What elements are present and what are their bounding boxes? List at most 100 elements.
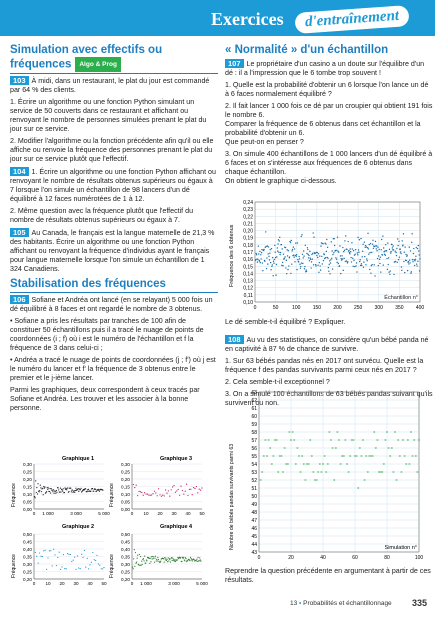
data-point: [278, 455, 281, 457]
x-tick-label: 0: [33, 511, 36, 516]
data-point: [151, 558, 153, 560]
data-point: [56, 491, 58, 493]
data-point: [133, 558, 135, 560]
data-point: [279, 251, 282, 254]
data-point: [183, 493, 185, 495]
y-tick-label: 0,16: [243, 257, 253, 263]
exercise-108-q3: 3. On a simulé 100 échantillons de 63 bé…: [225, 390, 433, 407]
data-point: [261, 262, 264, 264]
data-point: [64, 487, 66, 489]
data-point: [201, 487, 203, 489]
data-point: [352, 249, 355, 252]
data-point: [43, 487, 45, 489]
data-point: [62, 554, 64, 556]
y-tick-label: 0,18: [243, 243, 253, 249]
data-point: [291, 250, 293, 252]
data-point: [43, 550, 45, 552]
data-point: [337, 250, 339, 252]
data-point: [330, 241, 333, 243]
data-point: [317, 256, 319, 259]
data-point: [378, 255, 380, 257]
data-point: [359, 259, 361, 261]
data-point: [418, 254, 420, 256]
data-point: [368, 253, 370, 255]
data-point: [285, 259, 288, 262]
graph-1-plot: 0,00 0,05 0,10 0,15 0,20 0,25 0,30 0 1 000 3 000 5…: [23, 462, 110, 516]
data-point: [270, 247, 273, 250]
y-tick-label: 0,20: [23, 477, 32, 482]
data-point: [290, 439, 292, 441]
data-point: [382, 264, 384, 266]
data-point: [166, 561, 169, 563]
data-point: [158, 560, 160, 562]
data-point: [404, 246, 406, 248]
data-point: [347, 261, 349, 263]
data-point: [389, 270, 391, 272]
data-point: [326, 238, 328, 241]
data-point: [185, 558, 187, 560]
data-point: [62, 488, 64, 490]
data-point: [319, 265, 321, 267]
data-point: [383, 253, 386, 256]
data-point: [396, 261, 399, 263]
data-point: [375, 245, 378, 247]
data-point: [296, 447, 299, 449]
data-point: [342, 455, 345, 457]
exercise-number: 105: [10, 228, 29, 237]
data-point: [355, 455, 358, 457]
data-point: [261, 248, 263, 251]
exercise-106-b2: • Andréa a tracé le nuage de points de c…: [10, 356, 216, 382]
data-point: [370, 455, 372, 457]
data-point: [72, 559, 74, 561]
data-point: [164, 557, 166, 559]
data-point: [157, 558, 160, 561]
data-point: [406, 255, 408, 258]
data-point: [380, 271, 382, 273]
data-point: [390, 252, 392, 254]
x-tick-label: 40: [87, 581, 93, 586]
data-point: [275, 439, 278, 441]
data-point: [402, 244, 404, 246]
data-point: [379, 262, 381, 265]
data-point: [405, 259, 408, 262]
data-point: [257, 258, 259, 260]
data-point: [177, 558, 180, 560]
data-point: [368, 268, 371, 271]
data-point: [159, 494, 161, 496]
exercise-107-q3b: On obtient le graphique ci-dessous.: [225, 177, 337, 185]
data-point: [96, 554, 98, 556]
data-point: [282, 253, 285, 255]
data-point: [377, 246, 379, 248]
data-point: [42, 494, 44, 496]
data-point: [290, 239, 292, 242]
data-point: [363, 261, 365, 263]
data-point: [409, 262, 411, 264]
data-point: [183, 556, 185, 558]
data-point: [362, 243, 364, 246]
y-tick-label: 61: [251, 406, 257, 412]
data-point: [342, 246, 344, 249]
data-point: [266, 257, 268, 259]
data-point: [144, 492, 146, 494]
data-point: [376, 439, 379, 441]
y-tick-label: 0,40: [121, 547, 130, 552]
data-point: [349, 248, 351, 250]
data-point: [391, 247, 394, 249]
data-point: [367, 248, 370, 250]
data-point: [300, 235, 302, 238]
data-point: [301, 455, 304, 457]
y-tick-label: 0,05: [121, 499, 130, 504]
data-point: [164, 559, 166, 561]
data-point: [47, 557, 49, 559]
x-tick-label: 10: [45, 581, 51, 586]
x-tick-label: 20: [59, 581, 65, 586]
exercise-104-q2: 2. Même question avec la fréquence plutô…: [10, 207, 194, 224]
data-point: [87, 490, 89, 492]
data-point: [159, 561, 161, 563]
data-point: [80, 487, 82, 489]
exercise-108-q2: 2. Cela semble-t-il exceptionnel ?: [225, 378, 330, 386]
data-point: [296, 242, 299, 244]
data-point: [269, 249, 271, 251]
data-point: [44, 486, 46, 488]
data-point: [378, 258, 381, 261]
